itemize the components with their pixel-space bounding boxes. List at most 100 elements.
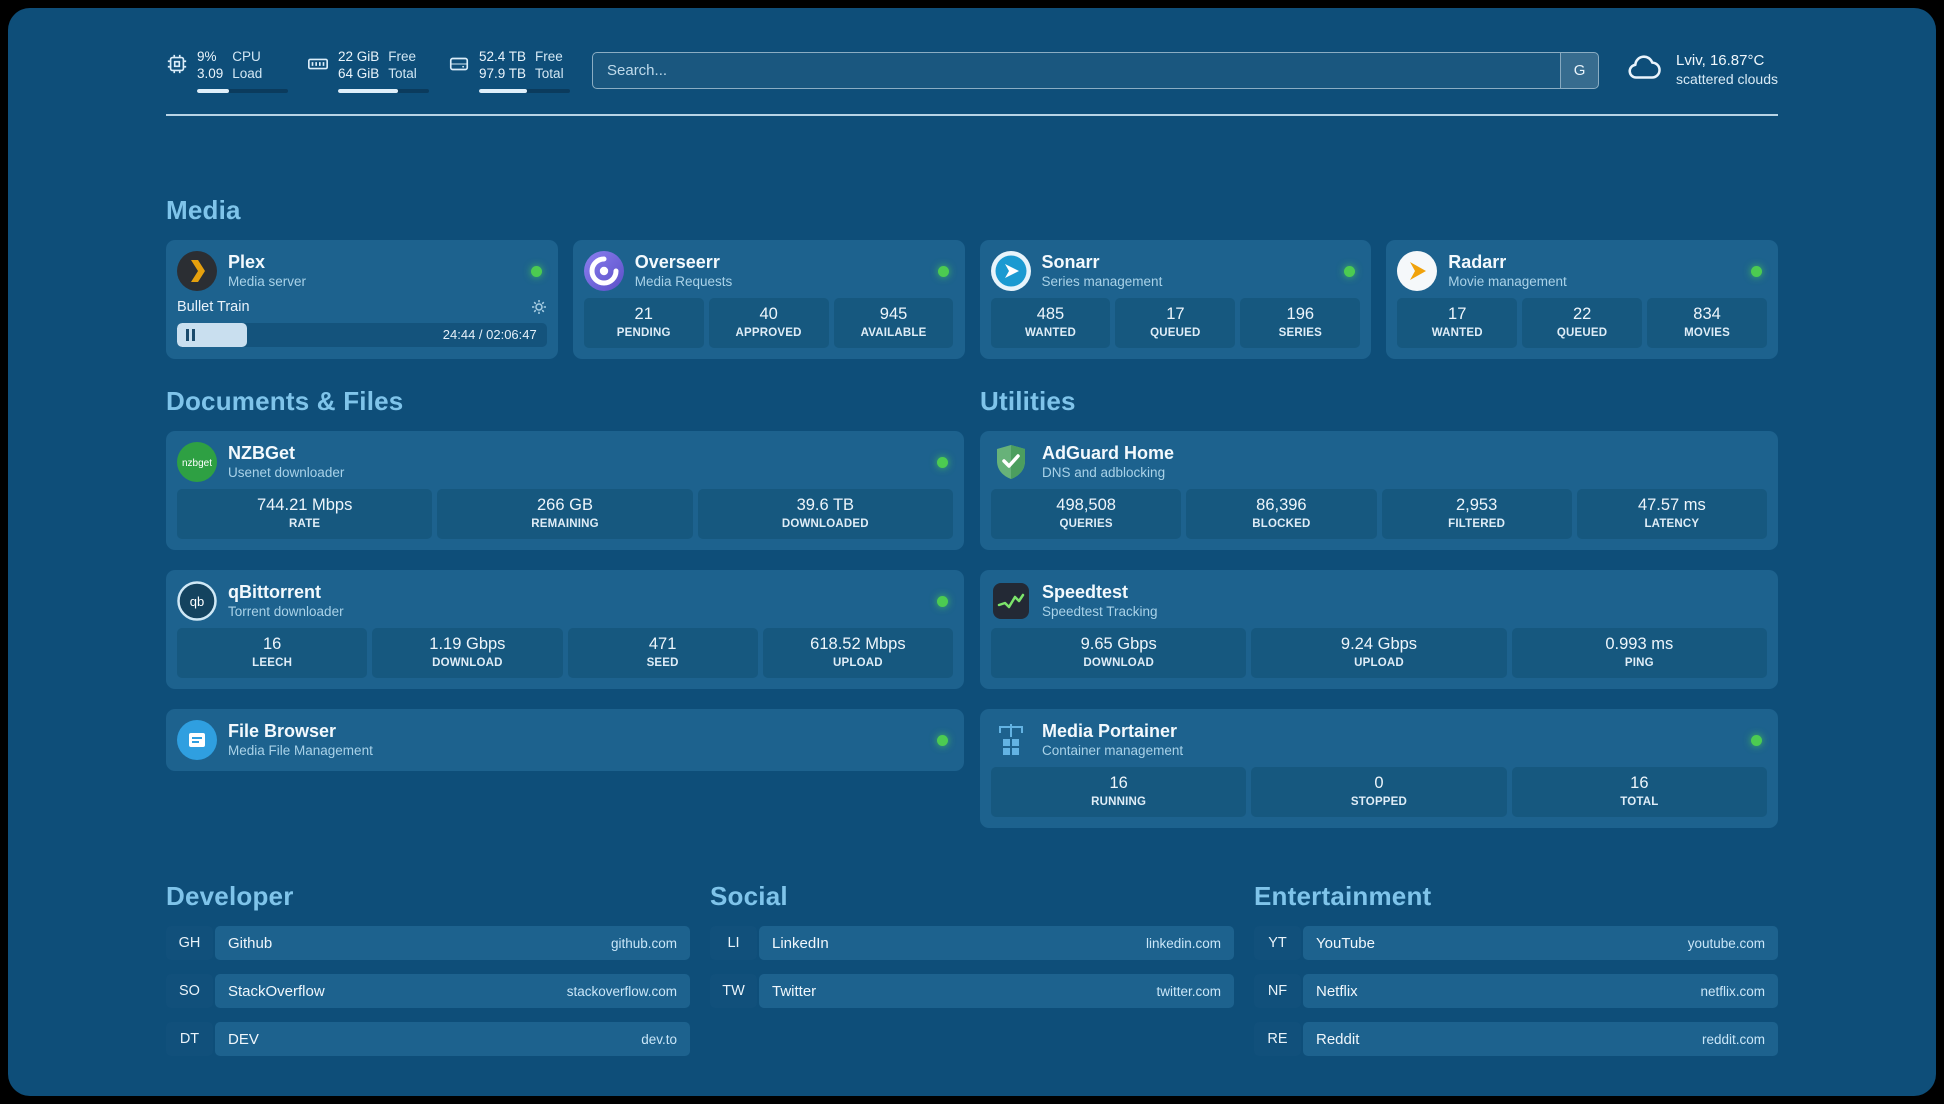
stat-label: APPROVED [735,327,802,339]
bookmark-github[interactable]: GH Github github.com [166,926,690,960]
bookmark-dev[interactable]: DT DEV dev.to [166,1022,690,1056]
stat-value: 196 [1286,305,1315,323]
bookmark-name: YouTube [1316,934,1375,952]
app-title: Radarr [1448,252,1507,272]
section-heading-utilities: Utilities [980,386,1076,416]
stat-label: RATE [289,518,321,530]
card-header: Media Portainer Container management [991,720,1767,760]
app-subtitle: Container management [1042,743,1184,758]
app-subtitle: Torrent downloader [228,604,344,619]
stat-label: PENDING [616,327,671,339]
cpu-values: 9% 3.09 [197,48,223,82]
card-header: AdGuard Home DNS and adblocking [991,442,1767,482]
bookmark-netflix[interactable]: NF Netflix netflix.com [1254,974,1778,1008]
stat-value: 9.65 Gbps [1080,635,1157,653]
radarr-card[interactable]: Radarr Movie management 17 WANTED 22 QUE… [1386,240,1778,359]
stat-label: BLOCKED [1252,518,1311,530]
overseerr-card[interactable]: Overseerr Media Requests 21 PENDING 40 A… [572,240,965,359]
stat-label: AVAILABLE [860,327,927,339]
card-header: Plex Media server [177,251,547,291]
speedtest-card[interactable]: Speedtest Speedtest Tracking 9.65 Gbps D… [980,570,1778,689]
bookmark-youtube[interactable]: YT YouTube youtube.com [1254,926,1778,960]
plex-card[interactable]: Plex Media server Bullet Train [166,240,558,359]
disk-total: 97.9 TB [479,65,527,81]
app-title: NZBGet [228,443,295,463]
cloud-icon [1625,49,1663,92]
cpu-loadavg: 3.09 [197,65,224,81]
stat-running: 16 RUNNING [991,767,1247,817]
stat-label: PING [1624,657,1654,669]
bookmark-url: youtube.com [1687,935,1765,951]
stat-label: UPLOAD [832,657,883,669]
disk-label-top: Free [535,48,563,64]
qbittorrent-card[interactable]: qb qBittorrent Torrent downloader 16 LEE… [166,570,964,689]
now-playing-title: Bullet Train [177,299,250,315]
stat-approved: 40 APPROVED [708,298,829,348]
filebrowser-icon [177,720,217,760]
ram-free: 22 GiB [338,48,380,64]
search-input[interactable] [593,52,1561,88]
sonarr-card[interactable]: Sonarr Series management 485 WANTED 17 Q… [979,240,1372,359]
playback-progress-bar[interactable]: 24:44 / 02:06:47 [177,323,547,347]
cpu-label-bottom: Load [232,65,263,81]
bookmark-url: github.com [610,935,677,951]
stat-rate: 744.21 Mbps RATE [177,489,433,539]
app-subtitle: Media Requests [634,274,733,289]
disk-icon [448,53,470,75]
playback-time: 24:44 / 02:06:47 [442,327,537,342]
stat-upload: 9.24 Gbps UPLOAD [1251,628,1507,678]
weather-widget: Lviv, 16.87°C scattered clouds [1625,49,1778,92]
section-heading-media: Media [166,195,241,225]
section-heading-developer: Developer [166,881,294,911]
app-title: Overseerr [634,252,720,272]
bookmark-twitter[interactable]: TW Twitter twitter.com [710,974,1234,1008]
adguard-card[interactable]: AdGuard Home DNS and adblocking 498,508 … [980,431,1778,550]
card-header: Speedtest Speedtest Tracking [991,581,1767,621]
weather-condition: scattered clouds [1676,71,1778,87]
bookmark-linkedin[interactable]: LI LinkedIn linkedin.com [710,926,1234,960]
stat-wanted: 485 WANTED [990,298,1111,348]
app-subtitle: Movie management [1448,274,1567,289]
bookmark-reddit[interactable]: RE Reddit reddit.com [1254,1022,1778,1056]
stat-label: LATENCY [1644,518,1700,530]
app-subtitle: Media File Management [228,743,373,758]
stats: 17 WANTED 22 QUEUED 834 MOVIES [1397,298,1767,348]
pause-icon[interactable] [186,329,195,341]
app-subtitle: Series management [1041,274,1163,289]
status-dot [937,265,949,277]
search-engine-button[interactable]: G [1560,52,1599,88]
disk-progress-bar [479,88,570,93]
disk-metric: 52.4 TB 97.9 TB Free Total [448,48,570,93]
app-title: Plex [228,252,266,272]
stat-value: 2,953 [1455,496,1498,514]
stat-ping: 0.993 ms PING [1511,628,1767,678]
ram-values: 22 GiB 64 GiB [338,48,379,82]
disk-label-bottom: Total [535,65,564,81]
stat-value: 17 [1166,305,1185,323]
stat-label: QUERIES [1059,518,1113,530]
stats: 744.21 Mbps RATE 266 GB REMAINING 39.6 T… [177,489,953,539]
bookmark-abbr: LI [710,926,757,960]
nzbget-card[interactable]: nzbget NZBGet Usenet downloader 744.21 M… [166,431,964,550]
stat-value: 86,396 [1256,496,1307,514]
stat-wanted: 17 WANTED [1397,298,1518,348]
section-heading-documents: Documents & Files [166,386,404,416]
filebrowser-card[interactable]: File Browser Media File Management [166,709,964,771]
stat-label: SERIES [1278,327,1322,339]
gear-icon[interactable] [531,299,547,315]
bookmark-name: StackOverflow [228,982,325,1000]
bookmark-abbr: SO [166,974,213,1008]
portainer-card[interactable]: Media Portainer Container management 16 … [980,709,1778,828]
stat-value: 40 [759,305,778,323]
app-title: Sonarr [1041,252,1100,272]
section-heading-entertainment: Entertainment [1254,881,1432,911]
stat-movies: 834 MOVIES [1647,298,1767,348]
stat-label: QUEUED [1556,327,1608,339]
stat-queued: 17 QUEUED [1115,298,1236,348]
bookmark-stackoverflow[interactable]: SO StackOverflow stackoverflow.com [166,974,690,1008]
stat-label: DOWNLOAD [432,657,503,669]
bookmark-abbr: TW [710,974,757,1008]
stat-value: 39.6 TB [796,496,855,514]
topbar-divider [166,114,1778,116]
status-dot [1751,734,1762,746]
